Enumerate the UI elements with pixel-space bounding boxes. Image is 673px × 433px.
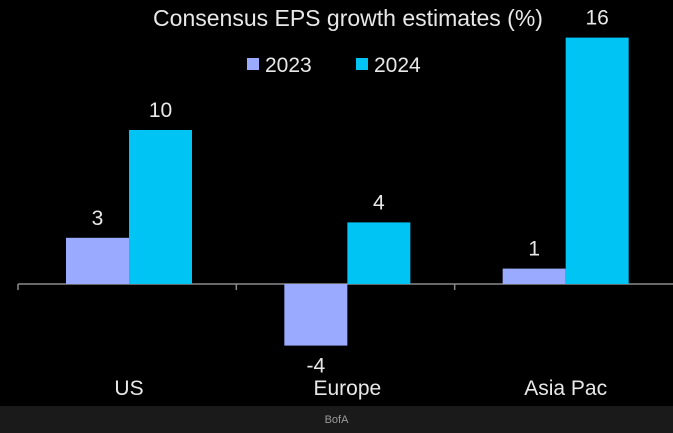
legend: 2023 2024 bbox=[247, 54, 421, 77]
source-label: BofA bbox=[324, 413, 349, 426]
data-label-2024-europe: 4 bbox=[373, 191, 385, 214]
bar-2024-asia-pac bbox=[565, 37, 629, 284]
category-label-us: US bbox=[114, 377, 143, 400]
data-label-2023-us: 3 bbox=[92, 207, 104, 230]
bar-2023-asia-pac bbox=[502, 268, 566, 284]
category-label-asia-pac: Asia Pac bbox=[524, 377, 607, 400]
legend-swatch-2024 bbox=[356, 58, 368, 70]
bar-2023-europe bbox=[284, 284, 348, 346]
plot-area: 3 10 US -4 4 Europe 1 16 Asia Pac bbox=[17, 7, 673, 400]
data-label-2024-asia-pac: 16 bbox=[585, 7, 608, 30]
bar-2024-europe bbox=[347, 222, 411, 284]
data-label-2023-europe: -4 bbox=[306, 355, 325, 378]
category-label-europe: Europe bbox=[313, 377, 381, 400]
bar-2024-us bbox=[129, 130, 192, 284]
data-label-2024-us: 10 bbox=[149, 99, 172, 122]
legend-label-2023: 2023 bbox=[265, 54, 312, 77]
chart: Consensus EPS growth estimates (%) 2023 … bbox=[17, 5, 673, 400]
bar-2023-us bbox=[66, 237, 129, 284]
chart-title: Consensus EPS growth estimates (%) bbox=[153, 5, 543, 31]
data-label-2023-asia-pac: 1 bbox=[528, 238, 540, 261]
legend-label-2024: 2024 bbox=[374, 54, 421, 77]
footer-bar: BofA bbox=[0, 406, 673, 433]
legend-swatch-2023 bbox=[247, 58, 259, 70]
